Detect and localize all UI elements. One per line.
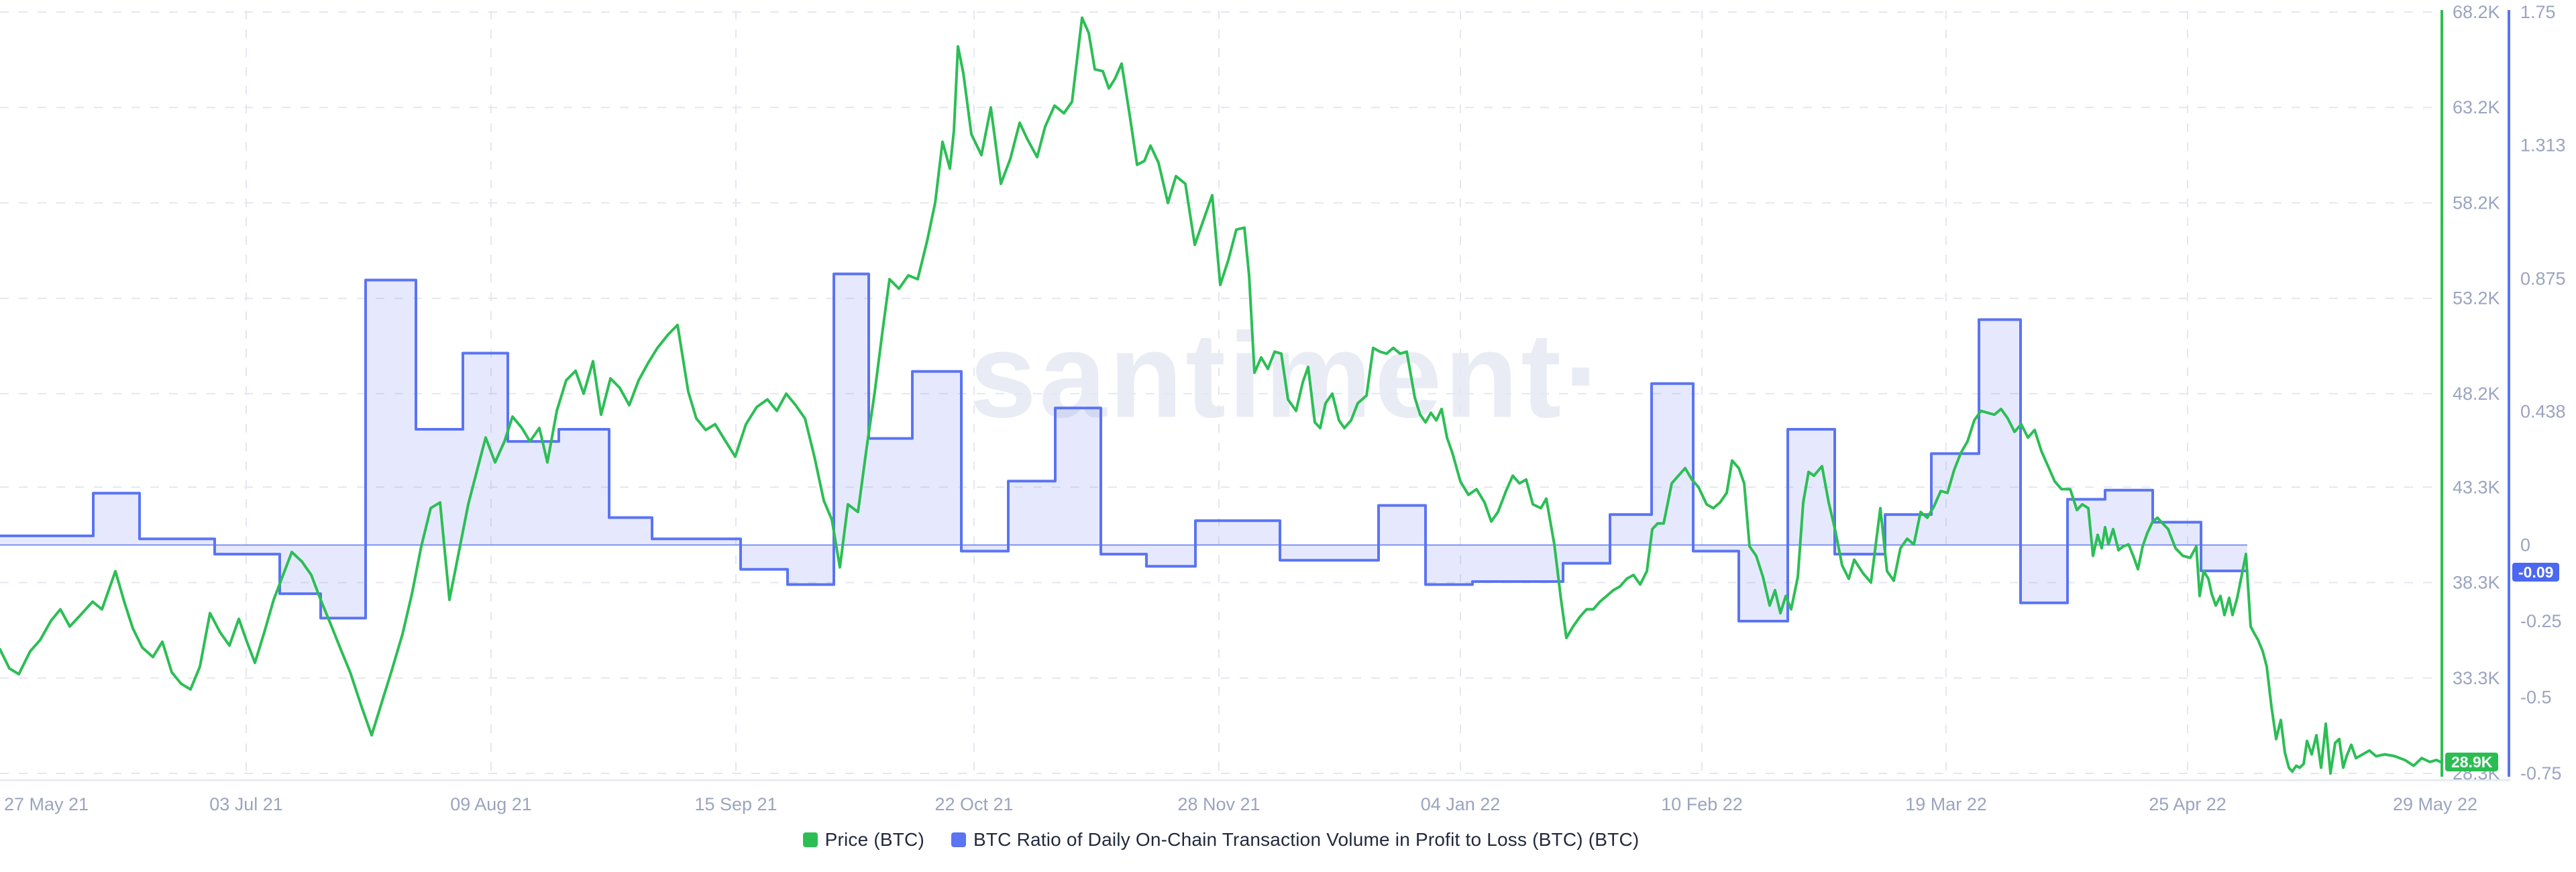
- ratio-legend-label: BTC Ratio of Daily On-Chain Transaction …: [973, 829, 1640, 850]
- date-tick-labels: 27 May 21 03 Jul 21 09 Aug 21 15 Sep 21 22 O…: [4, 794, 2477, 814]
- price-line: [0, 16, 2442, 775]
- price-axis-tick-label: 68.2K: [2453, 2, 2500, 22]
- date-tick-label: 22 Oct 21: [934, 794, 1013, 814]
- ratio-axis-tick-label: 0.875: [2520, 268, 2566, 288]
- date-tick-label: 04 Jan 22: [1421, 794, 1501, 814]
- ratio-axis-tick-label: -0.5: [2520, 688, 2552, 708]
- vertical-gridlines: [246, 11, 2188, 777]
- price-axis-tick-label: 53.2K: [2453, 288, 2500, 309]
- date-tick-label: 03 Jul 21: [209, 794, 283, 814]
- ratio-axis-tick-label: -0.75: [2520, 763, 2562, 783]
- price-axis-tick-label: 63.2K: [2453, 97, 2500, 117]
- legend: Price (BTC) BTC Ratio of Daily On-Chain …: [0, 829, 2442, 851]
- date-tick-label: 28 Nov 21: [1177, 794, 1260, 814]
- ratio-axis-tick-label: 0: [2520, 535, 2530, 555]
- date-tick-label: 27 May 21: [4, 794, 89, 814]
- price-last-value-badge: 28.9K: [2445, 752, 2499, 771]
- price-axis-tick-label: 48.2K: [2453, 384, 2500, 404]
- ratio-axis-tick-label: 1.313: [2520, 135, 2566, 155]
- price-legend-label: Price (BTC): [824, 829, 924, 850]
- legend-item-ratio[interactable]: BTC Ratio of Daily On-Chain Transaction …: [951, 829, 1639, 851]
- price-axis-tick-labels: 68.2K 63.2K 58.2K 53.2K 48.2K 43.3K 38.3K 33.3K…: [2453, 2, 2500, 783]
- price-axis-tick-label: 58.2K: [2453, 193, 2500, 213]
- date-tick-label: 09 Aug 21: [450, 794, 532, 814]
- price-ratio-plot[interactable]: 68.2K 63.2K 58.2K 53.2K 48.2K 43.3K 38.3K 33.3K…: [0, 0, 2576, 826]
- ratio-axis-tick-labels: 1.75 1.313 0.875 0.438 0 -0.25 -0.5 -0.75: [2520, 2, 2566, 783]
- horizontal-gridlines: [0, 11, 2442, 774]
- date-tick-label: 25 Apr 22: [2149, 794, 2226, 814]
- date-tick-label: 19 Mar 22: [1905, 794, 1987, 814]
- price-axis-tick-label: 43.3K: [2453, 477, 2500, 497]
- ratio-axis-tick-label: -0.25: [2520, 611, 2562, 631]
- date-tick-label: 15 Sep 21: [694, 794, 777, 814]
- legend-item-price[interactable]: Price (BTC): [802, 829, 924, 851]
- ratio-axis-tick-label: 0.438: [2520, 402, 2566, 422]
- date-tick-label: 29 May 22: [2393, 794, 2477, 814]
- price-axis-tick-label: 38.3K: [2453, 573, 2500, 593]
- ratio-axis-tick-label: 1.75: [2520, 2, 2556, 22]
- date-tick-label: 10 Feb 22: [1661, 794, 1743, 814]
- ratio-last-value-badge: -0.09: [2512, 563, 2560, 582]
- price-legend-swatch: [802, 832, 818, 847]
- ratio-legend-swatch: [951, 832, 966, 847]
- ratio-area: [0, 274, 2247, 621]
- price-axis-tick-label: 33.3K: [2453, 668, 2500, 688]
